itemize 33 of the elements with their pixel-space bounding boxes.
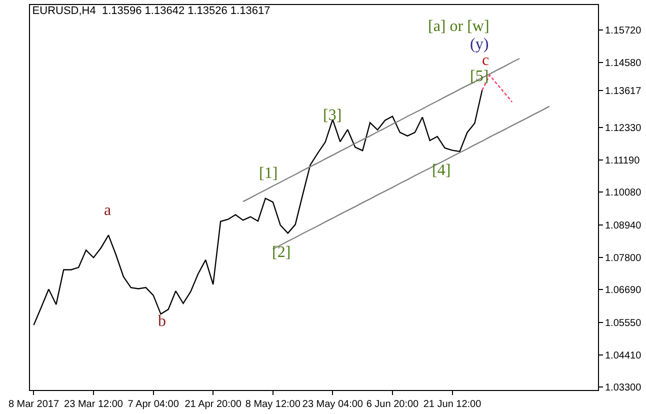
x-tick-label: 7 Apr 04:00 bbox=[128, 399, 180, 410]
annotation: [2] bbox=[272, 244, 291, 261]
x-tick-label: 23 May 04:00 bbox=[302, 399, 364, 410]
x-tick-label: 8 Mar 2017 bbox=[8, 399, 60, 410]
x-tick-label: 23 Mar 12:00 bbox=[64, 399, 124, 410]
y-tick-label: 1.07800 bbox=[605, 253, 642, 264]
x-tick-label: 21 Jun 12:00 bbox=[423, 399, 482, 410]
annotation: [5] bbox=[470, 68, 489, 85]
chart-title: EURUSD,H4 1.13596 1.13642 1.13526 1.13617 bbox=[32, 4, 270, 17]
y-tick-label: 1.15720 bbox=[605, 25, 642, 36]
y-tick-label: 1.08940 bbox=[605, 220, 642, 232]
annotation: [4] bbox=[432, 162, 451, 179]
y-tick-label: 1.13617 bbox=[605, 86, 642, 97]
y-tick-label: 1.14580 bbox=[605, 58, 642, 70]
y-tick-label: 1.12330 bbox=[605, 122, 642, 134]
y-tick-label: 1.04410 bbox=[605, 350, 642, 362]
y-tick-label: 1.05550 bbox=[605, 318, 642, 329]
annotation: b bbox=[158, 313, 166, 330]
y-tick-label: 1.11190 bbox=[605, 156, 640, 167]
annotation: [3] bbox=[323, 107, 342, 124]
x-tick-label: 6 Jun 20:00 bbox=[366, 399, 420, 410]
y-tick-label: 1.10080 bbox=[605, 188, 642, 199]
line-series bbox=[33, 90, 483, 326]
y-tick-label: 1.06690 bbox=[605, 285, 642, 296]
x-tick-label: 21 Apr 20:00 bbox=[184, 399, 242, 410]
y-tick-label: 1.03300 bbox=[605, 382, 642, 394]
annotation: c bbox=[482, 52, 490, 69]
annotation: (y) bbox=[470, 36, 489, 53]
annotation: a bbox=[104, 202, 112, 219]
x-tick-label: 8 May 12:00 bbox=[245, 399, 301, 410]
annotation: [1] bbox=[259, 165, 278, 182]
annotation: [a] or [w] bbox=[428, 18, 490, 35]
line-series bbox=[242, 58, 520, 202]
